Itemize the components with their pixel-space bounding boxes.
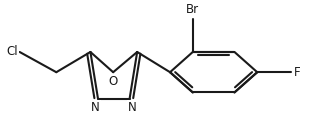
Text: N: N (91, 101, 100, 114)
Text: Br: Br (186, 3, 199, 16)
Text: N: N (128, 101, 137, 114)
Text: O: O (109, 75, 118, 88)
Text: Cl: Cl (7, 45, 18, 59)
Text: F: F (294, 66, 300, 79)
